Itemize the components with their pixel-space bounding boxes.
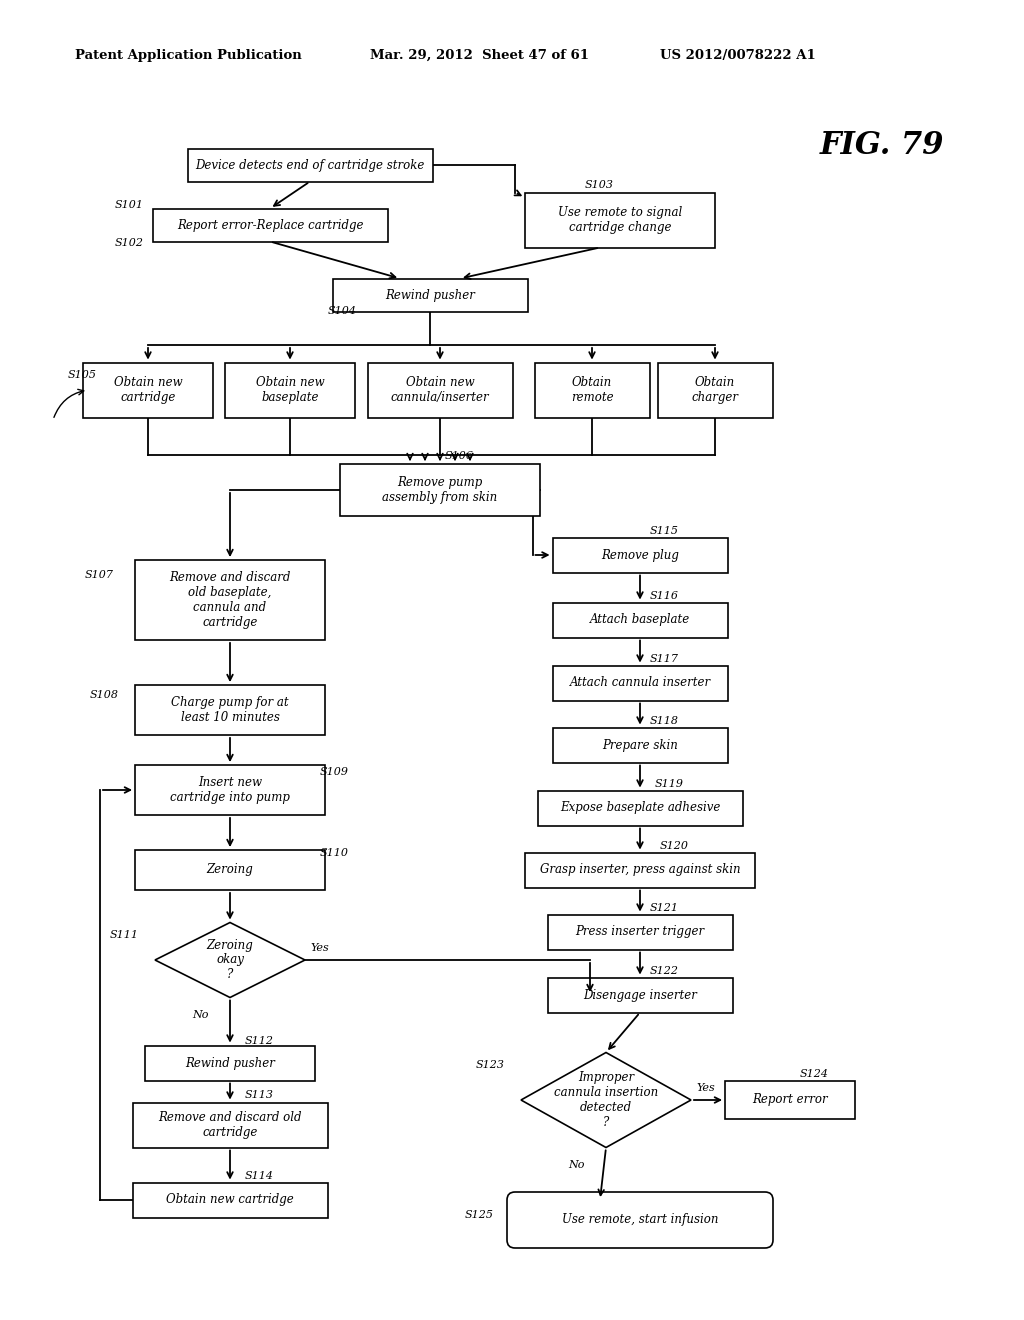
FancyBboxPatch shape (553, 665, 727, 701)
Text: Improper
cannula insertion
detected
?: Improper cannula insertion detected ? (554, 1071, 658, 1129)
Text: S110: S110 (319, 847, 349, 858)
FancyBboxPatch shape (368, 363, 512, 417)
Text: No: No (193, 1011, 209, 1020)
Text: S115: S115 (650, 525, 679, 536)
Text: S114: S114 (245, 1171, 274, 1181)
FancyBboxPatch shape (135, 766, 325, 814)
FancyBboxPatch shape (553, 727, 727, 763)
Text: Charge pump for at
least 10 minutes: Charge pump for at least 10 minutes (171, 696, 289, 723)
FancyBboxPatch shape (525, 853, 755, 887)
Text: S106: S106 (445, 451, 474, 461)
Text: Grasp inserter, press against skin: Grasp inserter, press against skin (540, 863, 740, 876)
Text: Attach baseplate: Attach baseplate (590, 614, 690, 627)
FancyBboxPatch shape (538, 791, 742, 825)
Text: S116: S116 (650, 591, 679, 601)
FancyBboxPatch shape (657, 363, 772, 417)
FancyBboxPatch shape (725, 1081, 855, 1119)
FancyBboxPatch shape (225, 363, 355, 417)
Text: S104: S104 (328, 306, 356, 315)
Text: Rewind pusher: Rewind pusher (185, 1056, 274, 1069)
FancyBboxPatch shape (83, 363, 213, 417)
Text: Insert new
cartridge into pump: Insert new cartridge into pump (170, 776, 290, 804)
Text: S125: S125 (465, 1210, 494, 1220)
FancyBboxPatch shape (507, 1192, 773, 1247)
FancyBboxPatch shape (340, 465, 540, 516)
Text: S111: S111 (110, 931, 139, 940)
Text: Mar. 29, 2012  Sheet 47 of 61: Mar. 29, 2012 Sheet 47 of 61 (370, 49, 589, 62)
Text: Remove plug: Remove plug (601, 549, 679, 561)
FancyBboxPatch shape (135, 560, 325, 640)
Text: S107: S107 (85, 570, 114, 579)
Text: S117: S117 (650, 653, 679, 664)
Text: S122: S122 (650, 966, 679, 975)
Text: US 2012/0078222 A1: US 2012/0078222 A1 (660, 49, 816, 62)
Text: S109: S109 (319, 767, 349, 777)
Text: Prepare skin: Prepare skin (602, 738, 678, 751)
FancyBboxPatch shape (153, 209, 387, 242)
Text: S108: S108 (90, 690, 119, 700)
Text: Device detects end of cartridge stroke: Device detects end of cartridge stroke (196, 158, 425, 172)
FancyBboxPatch shape (145, 1045, 315, 1081)
Text: FIG. 79: FIG. 79 (820, 129, 944, 161)
Text: S118: S118 (650, 715, 679, 726)
Text: S105: S105 (68, 370, 97, 380)
Text: S121: S121 (650, 903, 679, 913)
Text: Rewind pusher: Rewind pusher (385, 289, 475, 301)
FancyBboxPatch shape (333, 279, 527, 312)
Text: Report error: Report error (753, 1093, 827, 1106)
Text: Obtain new
baseplate: Obtain new baseplate (256, 376, 325, 404)
FancyBboxPatch shape (548, 915, 732, 949)
Text: S112: S112 (245, 1036, 274, 1045)
Text: S113: S113 (245, 1090, 274, 1100)
Text: Disengage inserter: Disengage inserter (583, 989, 697, 1002)
Text: S123: S123 (476, 1060, 505, 1071)
Text: Patent Application Publication: Patent Application Publication (75, 49, 302, 62)
Text: Attach cannula inserter: Attach cannula inserter (569, 676, 711, 689)
Text: Obtain new
cartridge: Obtain new cartridge (114, 376, 182, 404)
Text: Zeroing
okay
?: Zeroing okay ? (207, 939, 253, 982)
Text: Obtain
charger: Obtain charger (691, 376, 738, 404)
FancyBboxPatch shape (135, 850, 325, 890)
Text: Obtain new
cannula/inserter: Obtain new cannula/inserter (391, 376, 489, 404)
FancyBboxPatch shape (135, 685, 325, 735)
Text: Remove and discard
old baseplate,
cannula and
cartridge: Remove and discard old baseplate, cannul… (169, 572, 291, 630)
Text: S119: S119 (655, 779, 684, 789)
Polygon shape (521, 1052, 691, 1147)
FancyBboxPatch shape (535, 363, 649, 417)
Text: S101: S101 (115, 201, 143, 210)
Text: Report error-Replace cartridge: Report error-Replace cartridge (177, 219, 364, 231)
Text: Remove and discard old
cartridge: Remove and discard old cartridge (159, 1111, 302, 1139)
FancyBboxPatch shape (132, 1183, 328, 1217)
Text: Zeroing: Zeroing (207, 863, 253, 876)
Text: Remove pump
assembly from skin: Remove pump assembly from skin (382, 477, 498, 504)
Text: Obtain
remote: Obtain remote (570, 376, 613, 404)
Text: S124: S124 (800, 1069, 829, 1078)
Text: S102: S102 (115, 238, 143, 248)
Text: Use remote, start infusion: Use remote, start infusion (562, 1213, 718, 1226)
Text: Use remote to signal
cartridge change: Use remote to signal cartridge change (558, 206, 682, 234)
Text: Yes: Yes (696, 1082, 715, 1093)
Text: Expose baseplate adhesive: Expose baseplate adhesive (560, 801, 720, 814)
FancyBboxPatch shape (548, 978, 732, 1012)
Text: Obtain new cartridge: Obtain new cartridge (166, 1193, 294, 1206)
FancyBboxPatch shape (187, 149, 432, 181)
FancyBboxPatch shape (553, 537, 727, 573)
Polygon shape (155, 923, 305, 998)
FancyBboxPatch shape (525, 193, 715, 248)
Text: No: No (568, 1160, 585, 1171)
FancyBboxPatch shape (132, 1102, 328, 1147)
Text: S120: S120 (660, 841, 689, 851)
FancyBboxPatch shape (553, 602, 727, 638)
Text: S103: S103 (585, 180, 614, 190)
Text: Press inserter trigger: Press inserter trigger (575, 925, 705, 939)
Text: Yes: Yes (310, 942, 329, 953)
